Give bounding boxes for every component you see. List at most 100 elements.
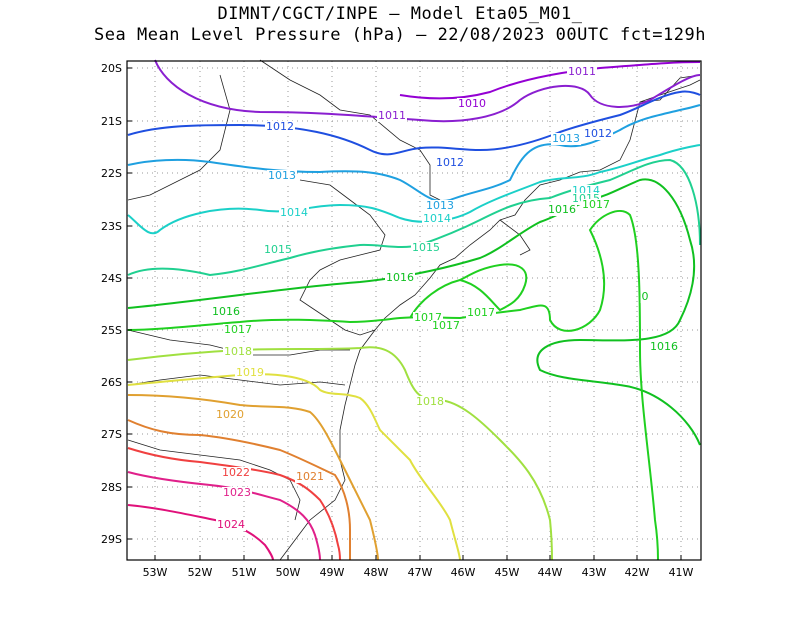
lon-tick-label: 44W [538, 566, 563, 579]
contour-label-1010: 1010 [458, 97, 486, 110]
contour-label-1011: 1011 [568, 65, 596, 78]
contour-label-1016: 1016 [650, 340, 678, 353]
contour-label-1017: 1017 [582, 198, 610, 211]
contour-label-1011: 1011 [378, 109, 406, 122]
contour-label-bg [223, 324, 253, 336]
contour-label-1017: 1017 [224, 323, 252, 336]
contour-label-bg [267, 170, 297, 182]
contour-label-bg [221, 467, 251, 479]
lon-tick-label: 43W [582, 566, 607, 579]
contour-label-bg [265, 121, 295, 133]
contour-labels: 1011101010111012101210121013101310131014… [211, 65, 679, 531]
coastline [279, 74, 701, 561]
lat-tick-label: 28S [101, 481, 122, 494]
contour-label-1016: 1016 [548, 203, 576, 216]
contour-label-bg [411, 242, 441, 254]
latitude-tick-labels: 20S 21S 22S 23S 24S 25S 26S 27S 28S 29S [101, 62, 132, 546]
lon-tick-label: 47W [408, 566, 433, 579]
lon-tick-label: 49W [320, 566, 345, 579]
isobar-1012 [127, 90, 701, 156]
isobar-1015 [127, 158, 701, 277]
lat-tick-label: 22S [101, 167, 122, 180]
contour-label-1015: 1015 [264, 243, 292, 256]
state-border-1 [127, 74, 231, 201]
isobar-1023 [127, 471, 321, 561]
contour-label-1013: 1013 [426, 199, 454, 212]
map-frame [126, 60, 702, 561]
contour-label-bg [649, 341, 679, 353]
lat-tick-label: 24S [101, 272, 122, 285]
contour-label-bg [279, 207, 309, 219]
contour-label-1021: 1021 [296, 470, 324, 483]
contour-label-1013: 1013 [268, 169, 296, 182]
lat-tick-label: 27S [101, 428, 122, 441]
isobar-1019 [127, 373, 461, 561]
contour-label-bg [640, 291, 650, 303]
contour-label-bg [581, 199, 611, 211]
contour-label-1019: 1019 [236, 366, 264, 379]
contour-label-bg [551, 133, 581, 145]
contour-label-1016: 1016 [386, 271, 414, 284]
contour-label-bg [583, 128, 613, 140]
state-border-8 [639, 79, 701, 103]
contour-label-bg [263, 244, 293, 256]
contour-label-1015: 1015 [412, 241, 440, 254]
isobar-1016 [127, 178, 701, 446]
contour-label-1023: 1023 [223, 486, 251, 499]
contour-label-bg [295, 471, 325, 483]
contour-label-1017: 1017 [467, 306, 495, 319]
contour-label-1024: 1024 [217, 518, 245, 531]
isobar-1010 [399, 61, 701, 100]
map-title-line1: DIMNT/CGCT/INPE — Model Eta05_M01_ [217, 4, 583, 24]
contour-label-1016: 1016 [212, 305, 240, 318]
lon-tick-label: 42W [625, 566, 650, 579]
state-border-2 [259, 59, 441, 201]
contour-label-0: 0 [642, 290, 649, 303]
longitude-tick-labels: 53W 52W 51W 50W 49W 48W 47W 46W 45W 44W 43W 42W 41W [143, 555, 694, 579]
isobar-1021 [127, 419, 351, 560]
contour-label-1012: 1012 [266, 120, 294, 133]
lat-tick-label: 21S [101, 115, 122, 128]
contour-label-1017: 1017 [432, 319, 460, 332]
contour-label-bg [422, 213, 452, 225]
contour-label-bg [216, 519, 246, 531]
state-border-3 [299, 179, 386, 336]
lon-tick-label: 51W [232, 566, 257, 579]
contour-label-1018: 1018 [416, 395, 444, 408]
contour-label-bg [435, 157, 465, 169]
state-border-7 [499, 219, 531, 256]
isobar-1017 [127, 210, 659, 561]
contour-label-1020: 1020 [216, 408, 244, 421]
contour-label-1013: 1013 [552, 132, 580, 145]
lat-tick-label: 25S [101, 324, 122, 337]
lon-tick-label: 45W [495, 566, 520, 579]
contour-label-bg [431, 320, 461, 332]
map-title-line2: Sea Mean Level Pressure (hPa) — 22/08/20… [94, 25, 706, 45]
contour-label-bg [466, 307, 496, 319]
isobar-1020 [127, 394, 379, 561]
contour-label-1018: 1018 [224, 345, 252, 358]
contour-label-1014: 1014 [423, 212, 451, 225]
lon-tick-label: 53W [143, 566, 168, 579]
contour-label-bg [425, 200, 455, 212]
contour-label-bg [235, 367, 265, 379]
contour-label-bg [215, 409, 245, 421]
contour-label-1014: 1014 [280, 206, 308, 219]
state-border-4 [127, 374, 346, 386]
contour-label-1012: 1012 [436, 156, 464, 169]
contour-label-bg [211, 306, 241, 318]
lat-tick-label: 20S [101, 62, 122, 75]
lon-tick-label: 52W [188, 566, 213, 579]
contour-label-bg [457, 98, 487, 110]
contour-label-bg [567, 66, 597, 78]
contour-label-bg [385, 272, 415, 284]
contour-label-bg [377, 110, 407, 122]
lat-tick-label: 29S [101, 533, 122, 546]
contour-label-bg [222, 487, 252, 499]
isobar-1013 [127, 104, 701, 202]
lon-tick-label: 50W [276, 566, 301, 579]
lat-tick-label: 26S [101, 376, 122, 389]
state-border-6 [127, 439, 301, 521]
lon-tick-label: 41W [669, 566, 694, 579]
